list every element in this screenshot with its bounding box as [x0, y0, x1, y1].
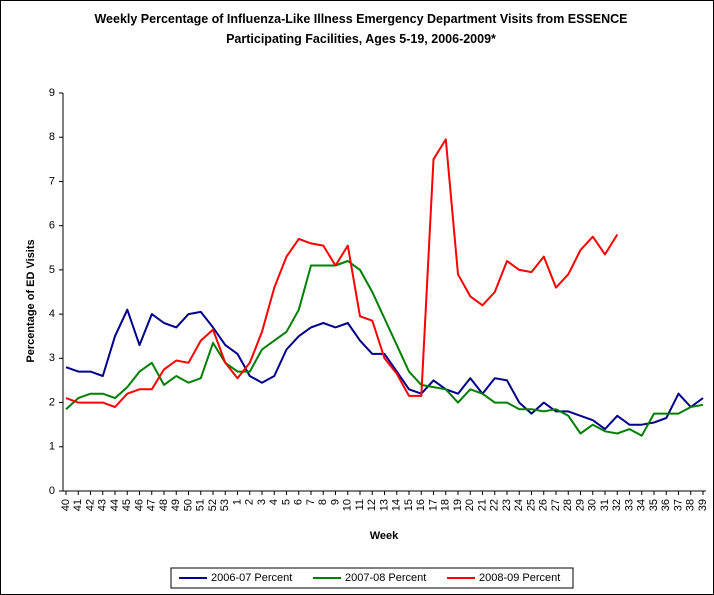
x-tick-label: 38 [685, 499, 697, 511]
x-tick-label: 48 [158, 499, 170, 511]
x-tick-label: 35 [648, 499, 660, 511]
x-tick-label: 17 [427, 499, 439, 511]
y-tick-label: 8 [49, 131, 55, 143]
x-tick-label: 12 [366, 499, 378, 511]
x-tick-label: 18 [440, 499, 452, 511]
y-tick-label: 0 [49, 485, 55, 497]
x-tick-label: 50 [182, 499, 194, 511]
legend-label: 2008-09 Percent [479, 572, 560, 584]
x-tick-label: 14 [391, 499, 403, 511]
y-tick-label: 2 [49, 396, 55, 408]
x-tick-label: 26 [538, 499, 550, 511]
x-tick-label: 32 [611, 499, 623, 511]
x-tick-label: 45 [121, 499, 133, 511]
x-tick-label: 28 [562, 499, 574, 511]
x-tick-label: 27 [550, 499, 562, 511]
x-tick-label: 44 [109, 499, 121, 511]
y-tick-label: 4 [49, 308, 55, 320]
x-tick-label: 31 [599, 499, 611, 511]
y-tick-label: 5 [49, 264, 55, 276]
legend-box [170, 567, 574, 589]
x-tick-label: 5 [280, 499, 292, 505]
x-tick-label: 29 [574, 499, 586, 511]
x-tick-label: 15 [403, 499, 415, 511]
legend-label: 2007-08 Percent [345, 572, 426, 584]
x-tick-label: 49 [170, 499, 182, 511]
y-tick-label: 3 [49, 352, 55, 364]
chart-title: Weekly Percentage of Influenza-Like Illn… [94, 12, 628, 46]
y-tick-label: 9 [49, 87, 55, 99]
x-tick-label: 24 [513, 499, 525, 511]
x-tick-label: 53 [219, 499, 231, 511]
y-tick-label: 7 [49, 175, 55, 187]
y-tick-label: 6 [49, 220, 55, 232]
x-tick-label: 39 [697, 499, 709, 511]
y-axis-label: Percentage of ED Visits [25, 239, 37, 362]
x-tick-label: 34 [636, 499, 648, 511]
x-tick-label: 30 [587, 499, 599, 511]
x-tick-label: 8 [317, 499, 329, 505]
x-tick-label: 46 [133, 499, 145, 511]
x-tick-label: 10 [342, 499, 354, 511]
x-tick-label: 16 [415, 499, 427, 511]
x-tick-label: 23 [501, 499, 513, 511]
x-tick-label: 42 [84, 499, 96, 511]
x-tick-label: 1 [231, 499, 243, 505]
x-axis-label: Week [370, 530, 399, 542]
x-tick-label: 36 [660, 499, 672, 511]
x-tick-label: 4 [268, 499, 280, 505]
x-tick-label: 22 [489, 499, 501, 511]
x-tick-label: 2 [244, 499, 256, 505]
x-tick-label: 43 [97, 499, 109, 511]
legend-label: 2006-07 Percent [211, 572, 292, 584]
x-tick-label: 51 [195, 499, 207, 511]
x-tick-label: 25 [525, 499, 537, 511]
x-tick-label: 19 [452, 499, 464, 511]
x-tick-label: 21 [476, 499, 488, 511]
x-tick-label: 40 [60, 499, 72, 511]
x-tick-label: 6 [293, 499, 305, 505]
x-tick-label: 7 [305, 499, 317, 505]
x-tick-label: 13 [378, 499, 390, 511]
x-tick-label: 11 [354, 499, 366, 510]
series-line [65, 138, 619, 408]
series-line [65, 308, 704, 431]
x-tick-label: 3 [256, 499, 268, 505]
series-line [65, 260, 704, 437]
y-tick-label: 1 [49, 441, 55, 453]
x-tick-label: 20 [464, 499, 476, 511]
x-tick-label: 52 [207, 499, 219, 511]
x-tick-label: 37 [672, 499, 684, 511]
x-tick-label: 41 [72, 499, 84, 511]
x-tick-label: 9 [329, 499, 341, 505]
x-tick-label: 33 [623, 499, 635, 511]
x-tick-label: 47 [146, 499, 158, 511]
